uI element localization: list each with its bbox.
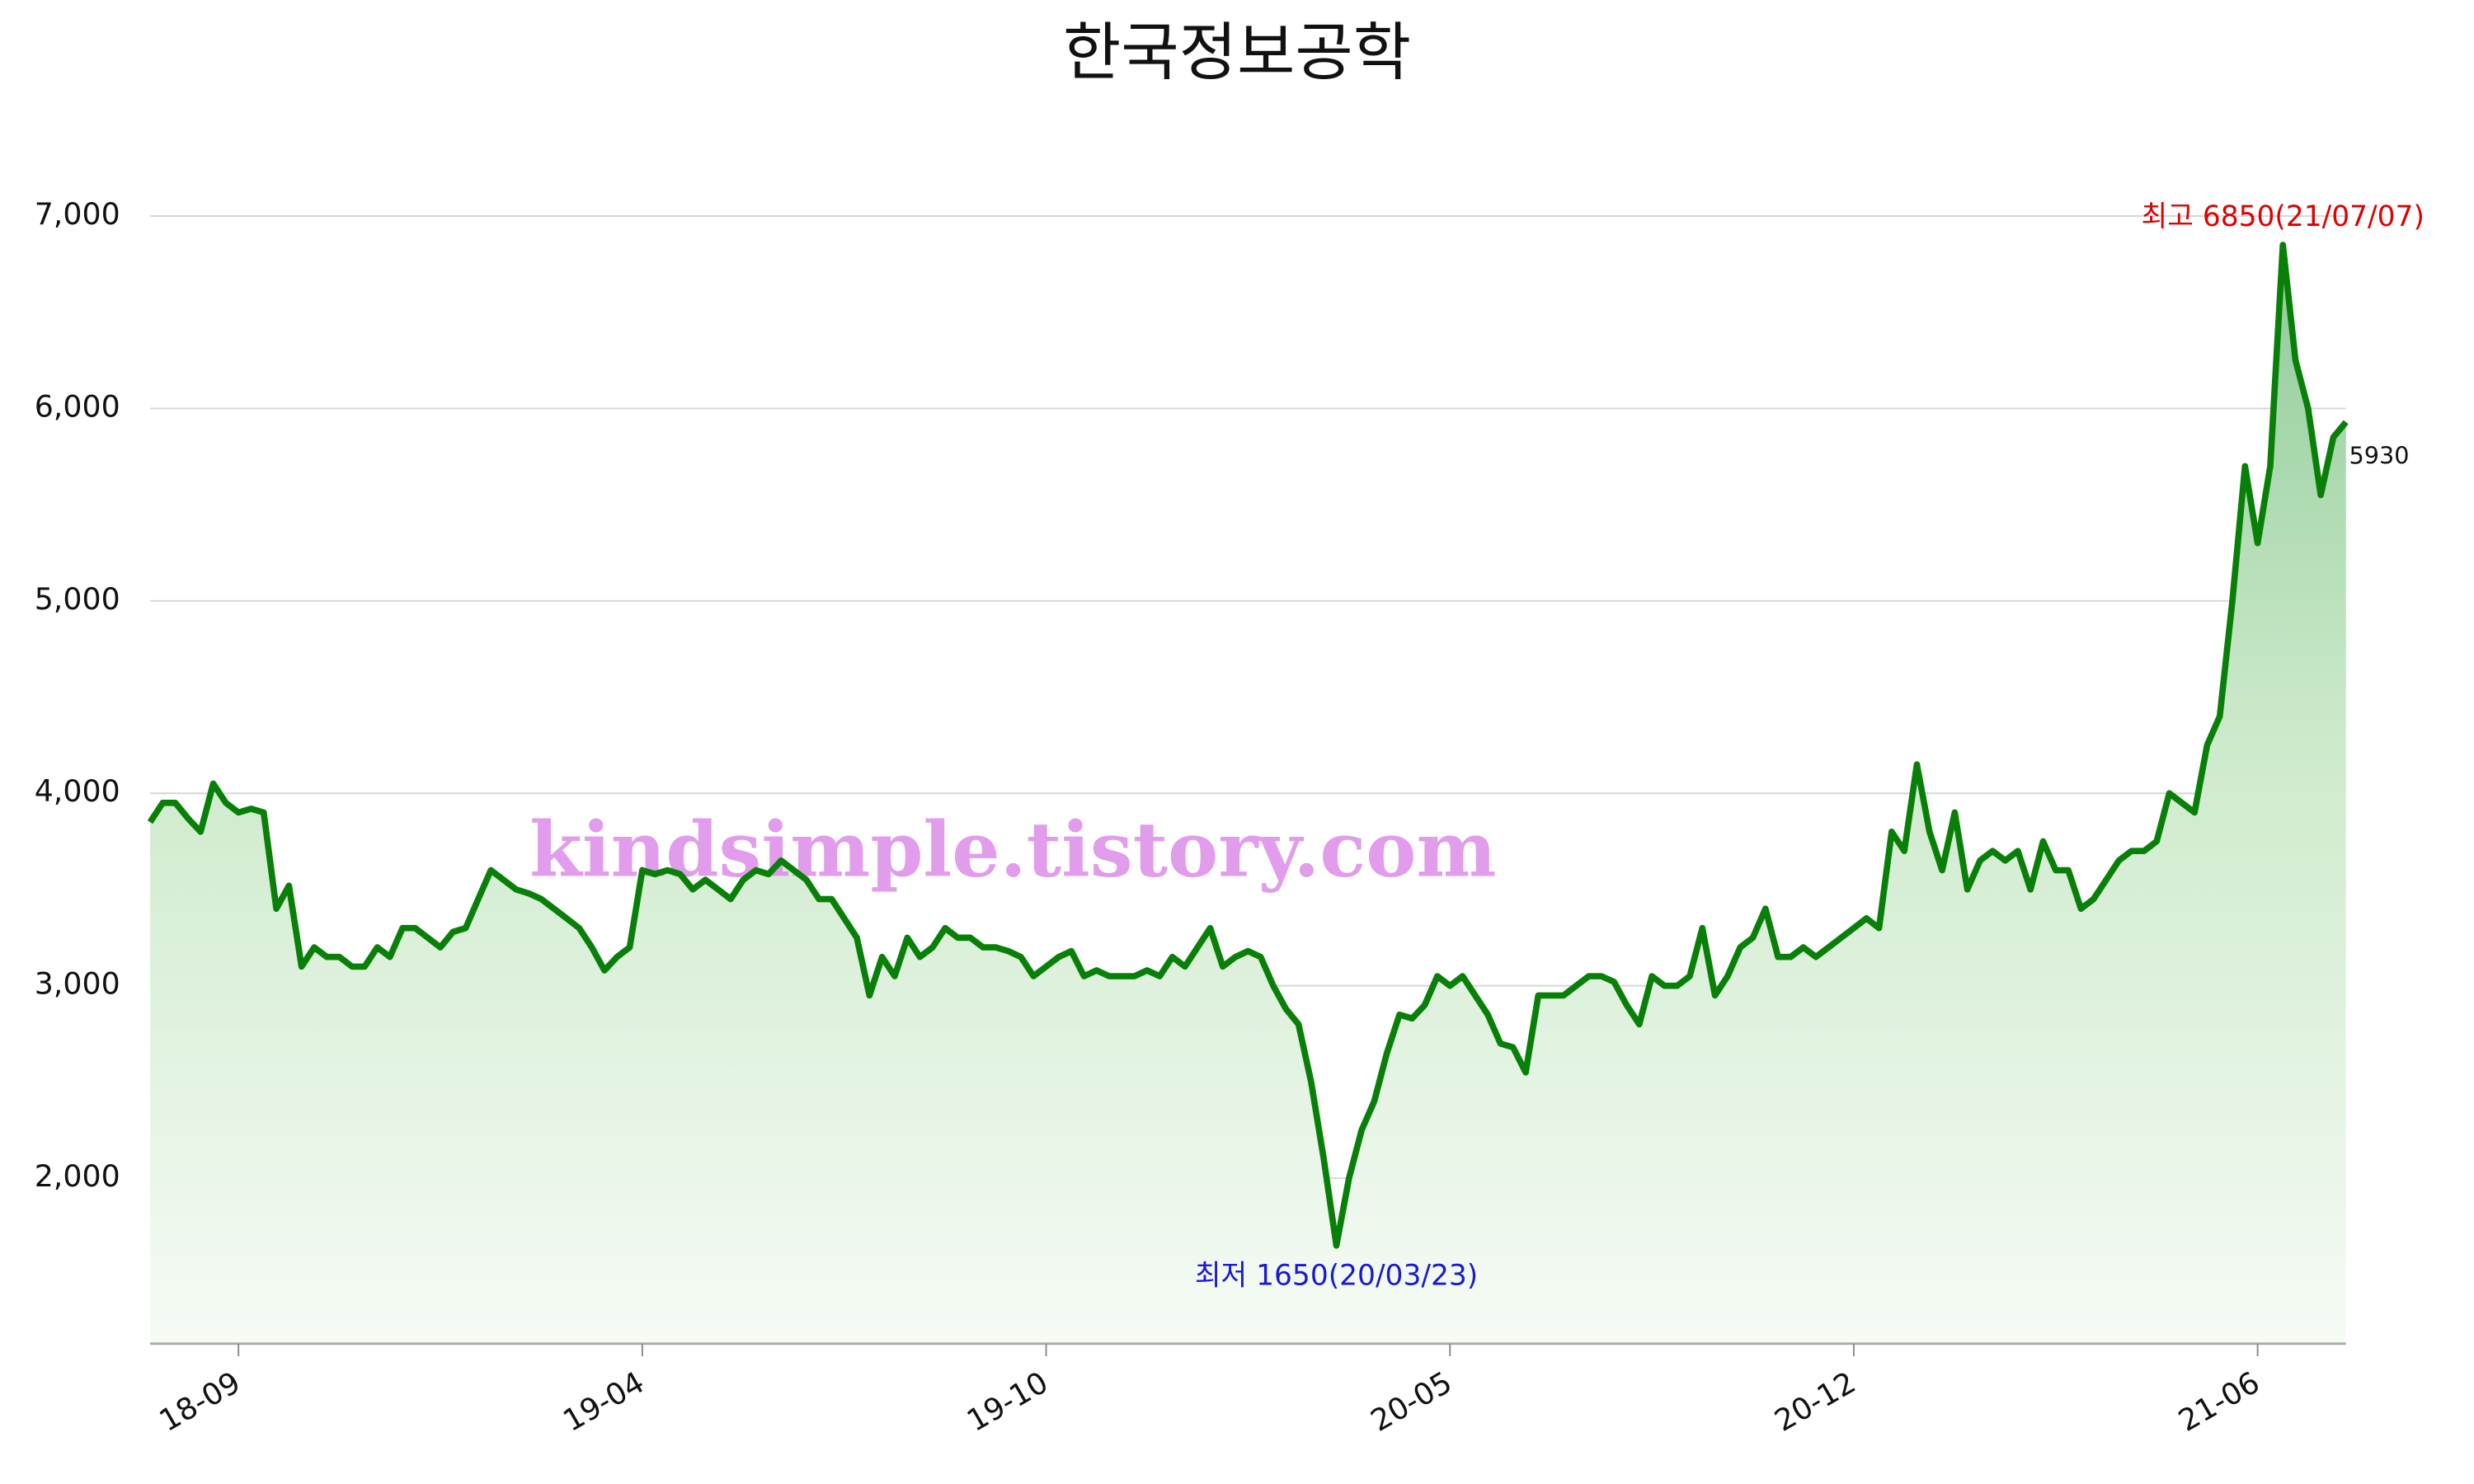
min-annotation: 최저 1650(20/03/23) (1195, 1259, 1478, 1292)
chart-title: 한국정보공학 (1063, 16, 1411, 90)
y-tick-label: 7,000 (35, 196, 120, 232)
y-tick-label: 2,000 (35, 1158, 120, 1194)
y-tick-label: 4,000 (35, 773, 120, 809)
area (150, 245, 2346, 1344)
y-tick-label: 5,000 (35, 581, 120, 617)
y-tick-label: 3,000 (35, 966, 120, 1002)
x-tick-label: 19-10 (961, 1364, 1054, 1439)
y-tick-label: 6,000 (35, 388, 120, 424)
watermark: kindsimple.tistory.com (529, 805, 1496, 894)
x-tick-label: 21-06 (2172, 1364, 2265, 1439)
x-tick-label: 19-04 (557, 1364, 650, 1439)
last-value-label: 5930 (2349, 442, 2410, 470)
price-line (147, 242, 2349, 1249)
x-tick-label: 18-09 (153, 1364, 247, 1439)
x-tick-label: 20-05 (1365, 1364, 1458, 1439)
x-tick-label: 20-12 (1769, 1364, 1862, 1439)
max-annotation: 최고 6850(21/07/07) (2142, 200, 2425, 233)
